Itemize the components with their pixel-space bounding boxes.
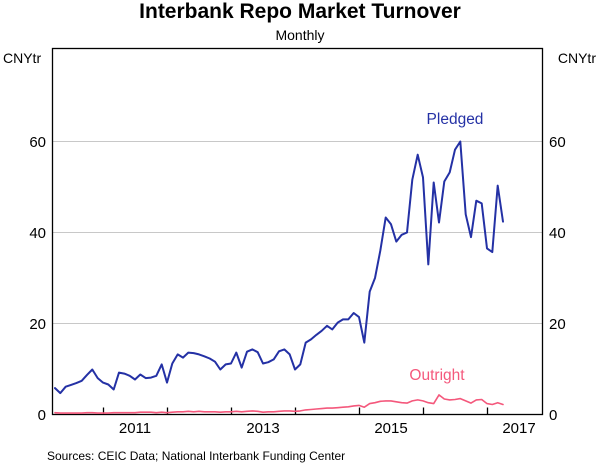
y-tick-label-right-40: 40: [549, 225, 566, 242]
plot-frame: [51, 47, 544, 416]
x-year-label-2015: 2015: [374, 420, 407, 437]
chart-subtitle: Monthly: [275, 27, 325, 43]
x-year-label-2011: 2011: [119, 420, 151, 437]
y-tick-label-left-20: 20: [29, 316, 46, 333]
y-tick-label-left-40: 40: [29, 225, 46, 242]
y-tick-label-right-0: 0: [549, 407, 557, 424]
y-axis-unit-left: CNYtr: [3, 50, 42, 66]
sources-note: Sources: CEIC Data; National Interbank F…: [47, 449, 346, 463]
y-axis-unit-right: CNYtr: [557, 50, 596, 66]
y-tick-label-right-60: 60: [549, 134, 566, 151]
chart-title: Interbank Repo Market Turnover: [139, 0, 461, 23]
y-tick-label-right-20: 20: [549, 316, 566, 333]
x-year-label-2017: 2017: [502, 420, 535, 437]
outright-line: [54, 394, 504, 414]
pledged-series-label: Pledged: [426, 111, 484, 128]
x-year-label-2013: 2013: [246, 420, 279, 437]
pledged-line: [54, 140, 504, 395]
y-tick-label-left-0: 0: [38, 407, 46, 424]
y-tick-label-left-60: 60: [29, 134, 46, 151]
outright-series-label: Outright: [409, 367, 465, 384]
